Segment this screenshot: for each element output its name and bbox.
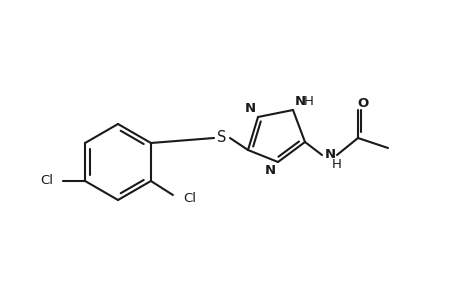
- Text: N: N: [244, 101, 255, 115]
- Text: Cl: Cl: [40, 175, 53, 188]
- Text: N: N: [294, 94, 305, 107]
- Text: N: N: [264, 164, 275, 178]
- Text: H: H: [303, 94, 313, 107]
- Text: H: H: [331, 158, 341, 170]
- Text: O: O: [357, 97, 368, 110]
- Text: Cl: Cl: [183, 191, 196, 205]
- Text: N: N: [324, 148, 335, 161]
- Text: S: S: [217, 130, 226, 146]
